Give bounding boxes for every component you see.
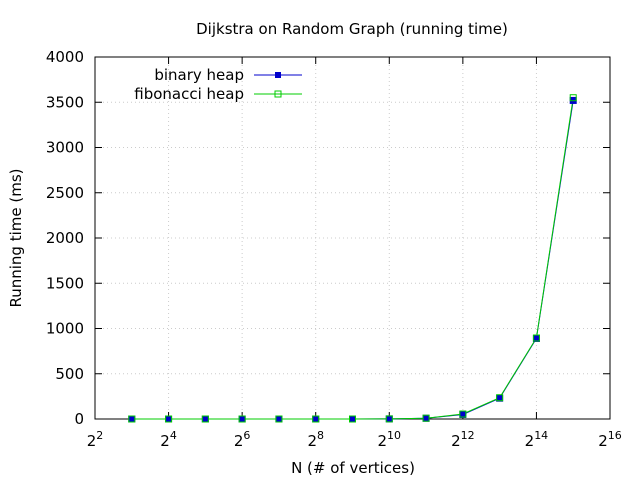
data-point-fibonacci-heap — [165, 415, 173, 423]
y-tick-label: 3000 — [46, 139, 84, 157]
x-tick-label: 210 — [378, 429, 402, 450]
data-point-fibonacci-heap — [238, 415, 246, 423]
data-point-binary-heap — [275, 415, 283, 423]
series-layer — [128, 94, 577, 423]
x-axis-label: N (# of vertices) — [291, 459, 415, 477]
y-tick-label: 4000 — [46, 48, 84, 66]
data-point-fibonacci-heap — [532, 334, 540, 342]
y-tick-label: 500 — [55, 365, 84, 383]
grid — [95, 57, 610, 419]
series-line-fibonacci-heap — [131, 97, 574, 420]
data-point-fibonacci-heap — [496, 394, 504, 402]
data-point-binary-heap — [128, 415, 136, 423]
series-line-binary-heap — [131, 100, 574, 420]
legend-label: binary heap — [154, 66, 244, 84]
data-point-fibonacci-heap — [569, 94, 577, 102]
data-point-binary-heap — [238, 415, 246, 423]
legend-label: fibonacci heap — [134, 85, 244, 103]
x-tick-label: 212 — [451, 429, 475, 450]
data-point-fibonacci-heap — [349, 415, 356, 423]
x-tick-label: 28 — [307, 429, 324, 450]
data-point-fibonacci-heap — [201, 415, 209, 423]
y-tick-label: 2500 — [46, 184, 84, 202]
y-tick-label: 1500 — [46, 274, 84, 292]
data-point-fibonacci-heap — [312, 415, 320, 423]
data-point-binary-heap — [349, 415, 356, 423]
data-point-fibonacci-heap — [385, 415, 393, 423]
legend-marker — [274, 90, 282, 98]
data-point-fibonacci-heap — [275, 415, 283, 423]
data-point-binary-heap — [201, 415, 209, 423]
legend-marker — [275, 72, 281, 78]
data-point-binary-heap — [165, 415, 173, 423]
x-tick-label: 214 — [525, 429, 549, 450]
plot-border — [94, 56, 611, 420]
y-axis-label: Running time (ms) — [7, 168, 25, 307]
data-point-fibonacci-heap — [459, 410, 467, 418]
chart-title: Dijkstra on Random Graph (running time) — [196, 20, 508, 38]
y-tick-label: 1000 — [46, 320, 84, 338]
y-tick-label: 3500 — [46, 93, 84, 111]
x-tick-label: 22 — [87, 429, 104, 450]
data-point-binary-heap — [385, 415, 393, 423]
y-tick-label: 2000 — [46, 229, 84, 247]
y-tick-label: 0 — [74, 410, 84, 428]
data-point-fibonacci-heap — [128, 415, 136, 423]
axes: 0 500 1000 1500 2000 2500 3000 3500 4000 22 24 26 28… — [46, 48, 622, 450]
data-point-fibonacci-heap — [422, 414, 430, 422]
data-point-binary-heap — [422, 414, 430, 422]
data-point-binary-heap — [312, 415, 320, 423]
x-tick-label: 26 — [234, 429, 251, 450]
x-tick-label: 216 — [598, 429, 622, 450]
x-tick-label: 24 — [160, 429, 177, 450]
